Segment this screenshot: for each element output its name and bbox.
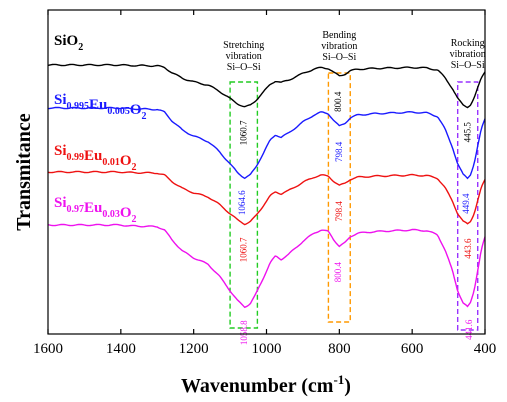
x-tick-label: 400 bbox=[474, 341, 497, 357]
series-label-subscript: 0.99 bbox=[67, 152, 85, 163]
series-label-subscript: 0.03 bbox=[102, 209, 120, 220]
series-label-element: Si bbox=[54, 195, 67, 211]
peak-label: 1058.8 bbox=[239, 320, 249, 345]
series-label-subscript: 2 bbox=[132, 214, 137, 225]
region-title-line: Si–O–Si bbox=[322, 52, 356, 63]
series-label-subscript: 0.01 bbox=[102, 157, 120, 168]
peak-label: 449.4 bbox=[461, 193, 471, 214]
region-title-line: Si–O–Si bbox=[227, 62, 261, 73]
x-axis-label-tail: ) bbox=[344, 375, 351, 397]
peak-label: 800.4 bbox=[333, 91, 343, 112]
region-title-line: Bending bbox=[322, 30, 356, 41]
x-tick-label: 800 bbox=[328, 341, 351, 357]
peak-label: 443.6 bbox=[463, 238, 473, 259]
peak-label: 1064.6 bbox=[237, 190, 247, 215]
series-label-subscript: 2 bbox=[78, 42, 83, 53]
x-tick-label: 1200 bbox=[179, 341, 209, 357]
region-box-rocking bbox=[456, 81, 479, 331]
series-label: Si0.995Eu0.005O2 bbox=[54, 92, 147, 122]
peak-label: 445.5 bbox=[462, 122, 472, 143]
peak-label: 798.4 bbox=[334, 201, 344, 222]
series-label-subscript: 0.995 bbox=[67, 101, 90, 112]
series-label-subscript: 0.005 bbox=[107, 106, 130, 117]
region-title-line: vibration bbox=[450, 49, 486, 60]
vibration-regions bbox=[229, 72, 479, 331]
region-title-line: vibration bbox=[226, 51, 262, 62]
series-label-subscript: 2 bbox=[132, 162, 137, 173]
series-label-element: SiO bbox=[54, 33, 78, 49]
series-label-element: Si bbox=[54, 92, 67, 108]
x-axis-label-main: Wavenumber (cm bbox=[181, 375, 334, 397]
spectra-series bbox=[47, 63, 486, 309]
series-label-element: O bbox=[120, 205, 132, 221]
series-label-element: O bbox=[120, 153, 132, 169]
region-box-bending bbox=[327, 72, 351, 323]
x-axis-label: Wavenumber (cm-1) bbox=[181, 372, 351, 397]
series-label-element: Eu bbox=[84, 148, 102, 164]
peak-label: 800.4 bbox=[333, 261, 343, 282]
region-title-line: Si–O–Si bbox=[451, 60, 485, 71]
series-label-subscript: 2 bbox=[142, 111, 147, 122]
region-title-stretching: Stretching vibration Si–O–Si bbox=[223, 40, 264, 73]
region-title-line: vibration bbox=[321, 41, 357, 52]
series-line bbox=[47, 170, 486, 226]
x-axis-label-sup: -1 bbox=[333, 372, 344, 387]
series-line bbox=[47, 63, 486, 109]
region-title-line: Stretching bbox=[223, 40, 264, 51]
series-label: Si0.99Eu0.01O2 bbox=[54, 143, 137, 173]
series-line bbox=[47, 223, 486, 309]
series-label: Si0.97Eu0.03O2 bbox=[54, 195, 137, 225]
series-label-element: Eu bbox=[89, 97, 107, 113]
region-title-bending: Bending vibration Si–O–Si bbox=[321, 30, 357, 63]
series-label-element: Si bbox=[54, 143, 67, 159]
series-label-element: O bbox=[130, 102, 142, 118]
region-title-rocking: Rocking vibration Si–O–Si bbox=[450, 38, 486, 71]
x-tick-label: 1600 bbox=[33, 341, 63, 357]
x-tick-label: 1000 bbox=[252, 341, 282, 357]
series-line bbox=[47, 106, 486, 180]
x-axis: 1600 1400 1200 1000 800 600 400 bbox=[33, 10, 496, 357]
peak-label: 1060.7 bbox=[238, 237, 248, 262]
region-title-line: Rocking bbox=[451, 38, 485, 49]
x-tick-label: 1400 bbox=[106, 341, 136, 357]
series-label: SiO2 bbox=[54, 33, 83, 53]
y-axis-label: Transmitance bbox=[13, 113, 35, 231]
peak-label: 798.4 bbox=[334, 141, 344, 162]
peak-label: 441.6 bbox=[464, 319, 474, 340]
series-label-element: Eu bbox=[84, 200, 102, 216]
series-label-subscript: 0.97 bbox=[67, 204, 85, 215]
peak-label: 1060.7 bbox=[238, 120, 248, 145]
x-tick-label: 600 bbox=[401, 341, 424, 357]
